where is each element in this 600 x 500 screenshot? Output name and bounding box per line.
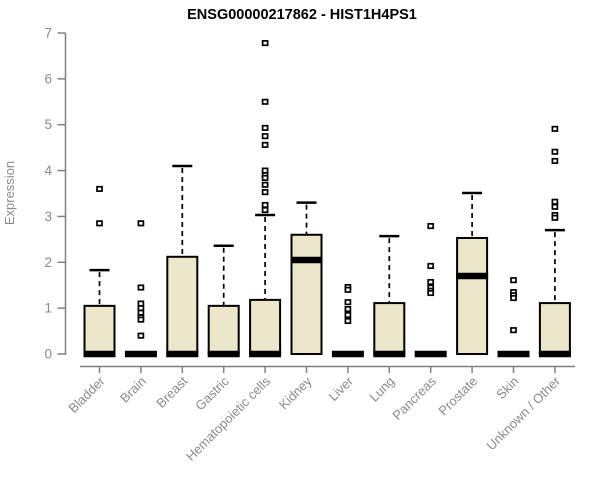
outlier-point	[261, 133, 269, 140]
outlier-point	[427, 278, 435, 286]
outlier-point	[137, 316, 145, 323]
box-iqr	[538, 302, 571, 355]
y-tick-label: 3	[44, 209, 52, 224]
y-tick-label: 5	[44, 117, 52, 132]
x-category-label: Breast	[153, 373, 190, 410]
outlier-point	[427, 223, 435, 230]
outlier-point	[551, 214, 559, 221]
box-iqr	[249, 298, 282, 356]
y-tick-label: 4	[44, 163, 52, 178]
outlier-point	[551, 198, 559, 205]
outlier-point	[261, 206, 269, 214]
outlier-point	[344, 299, 352, 306]
x-category-label: Pancreas	[389, 373, 439, 423]
outlier-point	[261, 201, 269, 209]
box-iqr	[166, 255, 199, 356]
x-category-label: Prostate	[435, 374, 480, 419]
outlier-point	[344, 317, 352, 325]
box-iqr	[373, 302, 406, 355]
x-category-label: Lung	[366, 374, 397, 405]
box-iqr	[207, 304, 240, 356]
x-category-label: Gastric	[192, 373, 232, 413]
x-category-label: Skin	[493, 374, 521, 402]
x-category-label: Brain	[117, 374, 149, 406]
x-category-label: Unknown / Other	[483, 373, 563, 453]
outlier-point	[427, 262, 435, 270]
y-tick-label: 0	[44, 347, 52, 362]
y-axis-label: Expression	[2, 161, 17, 225]
chart-title: ENSG00000217862 - HIST1H4PS1	[187, 7, 417, 23]
y-tick-label: 1	[44, 301, 52, 316]
outlier-point	[510, 277, 517, 284]
outlier-point	[427, 289, 435, 297]
outlier-point	[261, 189, 269, 196]
box-iqr	[290, 233, 323, 355]
outlier-point	[137, 332, 145, 339]
outlier-point	[137, 220, 145, 227]
y-tick-label: 7	[44, 26, 52, 41]
outlier-point	[96, 220, 103, 227]
outlier-point	[261, 98, 269, 105]
x-category-label: Liver	[325, 373, 356, 404]
outlier-point	[137, 284, 145, 291]
outlier-point	[344, 306, 352, 313]
box-iqr	[456, 236, 489, 355]
outlier-point	[96, 185, 103, 192]
y-tick-label: 6	[44, 71, 52, 86]
outlier-point	[344, 286, 352, 293]
outlier-point	[551, 148, 559, 155]
box-iqr	[83, 304, 116, 356]
outlier-point	[261, 181, 269, 188]
outlier-point	[261, 174, 269, 181]
outlier-point	[510, 327, 517, 334]
x-category-label: Bladder	[65, 373, 108, 416]
outlier-point	[551, 157, 559, 164]
outlier-point	[551, 125, 559, 132]
outlier-point	[261, 124, 269, 131]
outlier-point	[551, 203, 559, 210]
outlier-point	[344, 311, 352, 319]
x-category-label: Kidney	[276, 373, 315, 412]
y-tick-label: 2	[44, 255, 52, 270]
outlier-point	[261, 40, 269, 47]
outlier-point	[510, 295, 517, 302]
outlier-point	[261, 141, 269, 148]
